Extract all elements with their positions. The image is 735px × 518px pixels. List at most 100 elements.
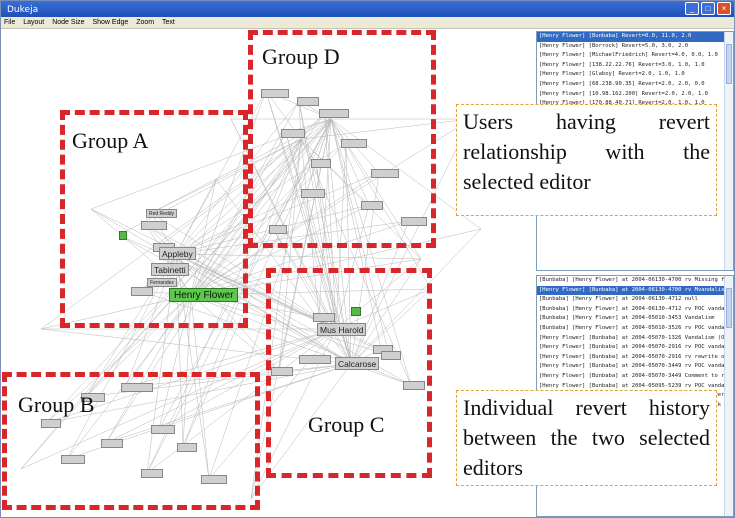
group-b-box [2, 372, 260, 510]
graph-node[interactable] [311, 159, 331, 168]
list-item[interactable]: [Bunbaba] [Henry Flower] at 2004-06130-4… [539, 305, 734, 312]
graph-node[interactable] [261, 89, 289, 98]
graph-edge [190, 294, 280, 372]
menu-text[interactable]: Text [161, 19, 175, 26]
graph-edge [190, 142, 347, 296]
graph-node[interactable]: Appleby [159, 247, 196, 260]
graph-edge [125, 253, 177, 388]
list-item[interactable]: [Bunbaba] [Henry Flower] at 2004-05010-3… [539, 324, 733, 331]
graph-edge [125, 328, 337, 388]
graph-node[interactable] [141, 469, 163, 478]
list-item[interactable]: [Henry Flower] [Bunbaba] at 2004-05070-2… [539, 344, 733, 351]
list-item[interactable]: [Henry Flower] [10.98.162.200] Revert=2.… [539, 90, 708, 97]
graph-node[interactable] [119, 231, 127, 240]
title-bar: Dukeja _ □ × [1, 1, 734, 17]
graph-edge [40, 138, 302, 330]
graph-node[interactable]: Red Reddy [146, 209, 178, 218]
list-item[interactable]: [Henry Flower] [MichaelFriedrich] Revert… [539, 52, 718, 59]
list-item[interactable]: [Henry Flower] [Bunbaba] at 2004-05070-3… [539, 363, 734, 370]
list-item[interactable]: [Henry Flower] [138.22.22.76] Revert=3.0… [539, 61, 705, 68]
graph-node[interactable]: Fernandez [147, 278, 177, 287]
graph-edge [350, 258, 422, 365]
minimize-button[interactable]: _ [685, 2, 699, 15]
list-item[interactable]: [Henry Flower] [Bunbaba] Revert=0.0, 11.… [537, 32, 733, 42]
graph-edge [182, 294, 192, 448]
list-item[interactable]: [Bunbaba] [Henry Flower] at 2004-05010-3… [539, 315, 715, 322]
graph-edge [20, 328, 337, 470]
graph-node[interactable] [177, 443, 197, 452]
scrollbar-thumb[interactable] [726, 288, 732, 328]
graph-edge [190, 294, 390, 356]
list-item[interactable]: [Henry Flower] [Bunbaba] at 2004-05095-5… [539, 382, 734, 389]
graph-edge [175, 100, 300, 255]
list-item[interactable]: [Henry Flower] [Glaboy] Revert=2.0, 1.0,… [539, 71, 685, 78]
scrollbar[interactable] [724, 32, 733, 270]
graph-node[interactable] [101, 439, 123, 448]
graph-edge [158, 328, 337, 430]
graph-edge [298, 100, 337, 330]
graph-edge [105, 328, 337, 444]
graph-node[interactable] [281, 129, 305, 138]
graph-node[interactable] [341, 139, 367, 148]
highlighted-node[interactable]: Henry Flower [169, 288, 239, 302]
graph-node[interactable]: Calcarose [335, 357, 380, 370]
window-controls: _ □ × [685, 2, 731, 15]
graph-node[interactable] [403, 381, 425, 390]
graph-node[interactable] [141, 221, 167, 230]
graph-node[interactable] [301, 189, 325, 198]
graph-node[interactable] [313, 313, 335, 322]
group-c-box [266, 268, 432, 478]
list-item[interactable]: [Henry Flower] [Bunbaba] at 2004-06130-4… [537, 285, 733, 296]
group-d-label: Group D [262, 44, 340, 69]
graph-edge [350, 228, 482, 365]
graph-node[interactable] [81, 393, 105, 402]
list-item[interactable]: [Henry Flower] [Borrock] Revert=5.0, 3.0… [539, 42, 689, 49]
graph-node[interactable] [297, 97, 319, 106]
graph-node[interactable] [361, 201, 383, 210]
graph-edge [190, 132, 287, 296]
list-item[interactable]: [Henry Flower] [170.88.40.71] Revert=2.0… [537, 99, 733, 109]
graph-edge [318, 118, 332, 318]
scrollbar-thumb[interactable] [726, 44, 732, 84]
graph-node[interactable] [319, 109, 349, 118]
graph-edge [85, 294, 192, 398]
list-item[interactable]: [Bunbaba] [Henry Flower] at 2004-06130-4… [539, 296, 698, 303]
graph-node[interactable]: Mus Harold [317, 323, 367, 336]
list-item[interactable]: [Henry Flower] [Bunbaba] at 2004-05070-1… [539, 334, 733, 341]
graph-node[interactable] [351, 307, 361, 316]
menu-file[interactable]: File [4, 19, 16, 26]
graph-node[interactable] [381, 351, 401, 360]
graph-node[interactable] [371, 169, 399, 178]
list-item[interactable]: [Bunbaba] [Henry Flower] at 2004-06130-4… [539, 277, 733, 283]
graph-node[interactable] [41, 419, 61, 428]
graph-edge [175, 178, 217, 255]
graph-edge [298, 100, 352, 365]
scrollbar[interactable] [724, 276, 733, 516]
graph-node[interactable] [121, 383, 153, 392]
graph-node[interactable] [151, 425, 175, 434]
maximize-button[interactable]: □ [701, 2, 715, 15]
menu-node-size[interactable]: Node Size [52, 19, 85, 26]
menu-zoom[interactable]: Zoom [136, 19, 155, 26]
graph-edge [330, 118, 370, 206]
graph-edge [105, 294, 192, 444]
graph-node[interactable] [131, 287, 153, 296]
graph-edge [175, 253, 184, 448]
graph-node[interactable]: Tabinetti [151, 263, 189, 276]
close-button[interactable]: × [717, 2, 731, 15]
list-item[interactable]: [Henry Flower] [68.238.90.35] Revert=2.0… [539, 80, 705, 87]
graph-node[interactable] [201, 475, 227, 484]
menu-show-edge[interactable]: Show Edge [92, 19, 129, 26]
list-item[interactable]: [Henry Flower] [Bunbaba] at 2004-05070-3… [539, 372, 734, 379]
graph-edge [118, 138, 302, 236]
graph-node[interactable] [269, 225, 287, 234]
graph-edge [190, 172, 380, 296]
graph-edge [146, 118, 332, 474]
graph-node[interactable] [271, 367, 293, 376]
graph-edge [278, 138, 302, 372]
menu-layout[interactable]: Layout [23, 19, 45, 26]
list-item[interactable]: [Henry Flower] [Bunbaba] at 2004-05070-2… [539, 353, 733, 360]
graph-node[interactable] [61, 455, 85, 464]
graph-node[interactable] [299, 355, 331, 364]
graph-node[interactable] [401, 217, 427, 226]
